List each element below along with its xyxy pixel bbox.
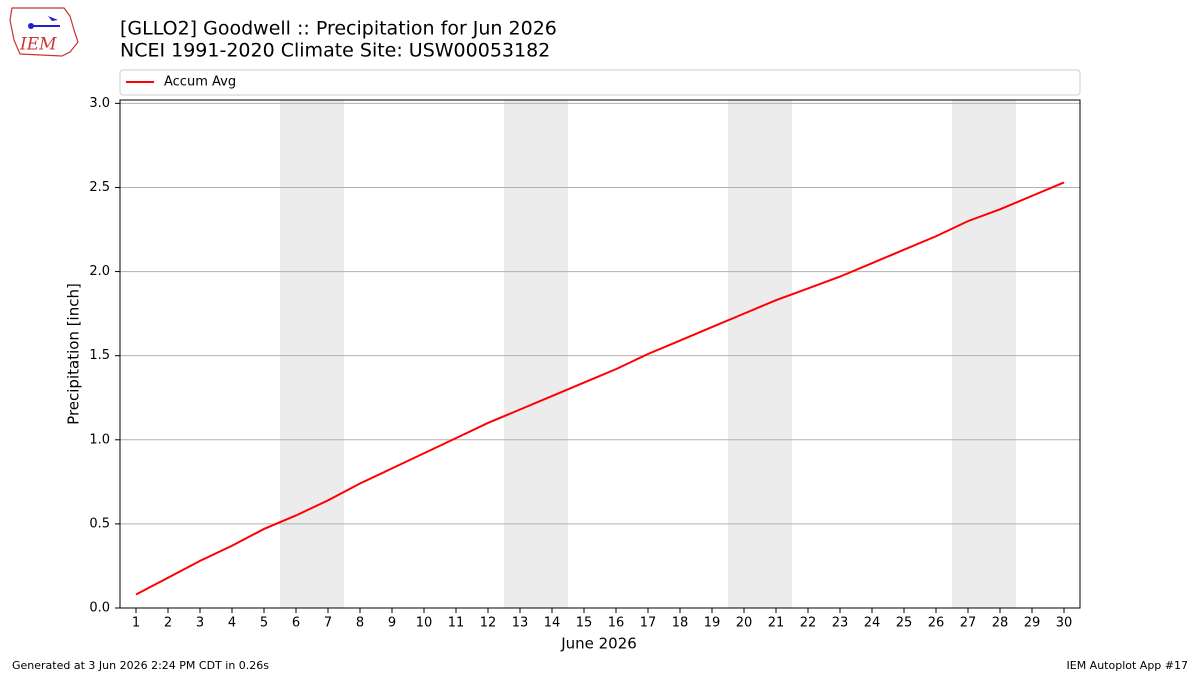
weekend-shade: [728, 100, 792, 608]
footer-right: IEM Autoplot App #17: [1067, 659, 1189, 672]
x-tick-label: 23: [832, 616, 849, 631]
x-tick-label: 26: [928, 616, 945, 631]
x-tick-label: 24: [864, 616, 881, 631]
plot-frame: [119, 99, 1081, 609]
x-tick-label: 12: [480, 616, 497, 631]
x-tick-label: 4: [228, 616, 236, 631]
x-tick-label: 9: [388, 616, 396, 631]
y-tick-label: 1.5: [89, 348, 110, 363]
weekend-shade: [504, 100, 568, 608]
x-tick-label: 5: [260, 616, 268, 631]
y-axis-label: Precipitation [inch]: [65, 283, 83, 425]
series-line: [135, 181, 1065, 596]
x-tick-label: 17: [640, 616, 657, 631]
x-tick-label: 8: [356, 616, 364, 631]
legend-label: Accum Avg: [164, 75, 236, 90]
x-tick-label: 20: [736, 616, 753, 631]
x-tick-label: 27: [960, 616, 977, 631]
x-tick-label: 25: [896, 616, 913, 631]
y-tick-label: 1.0: [89, 432, 110, 447]
x-tick-label: 14: [544, 616, 561, 631]
plot-background: [120, 100, 1080, 608]
x-tick-label: 21: [768, 616, 785, 631]
x-tick-label: 3: [196, 616, 204, 631]
weekend-shade: [952, 100, 1016, 608]
logo: IEM: [9, 7, 79, 57]
logo-outline: [9, 7, 79, 57]
x-tick-label: 28: [992, 616, 1009, 631]
x-tick-label: 19: [704, 616, 721, 631]
x-tick-label: 6: [292, 616, 300, 631]
x-tick-label: 10: [416, 616, 433, 631]
x-tick-label: 13: [512, 616, 529, 631]
x-tick-label: 18: [672, 616, 689, 631]
x-axis-label: June 2026: [560, 635, 637, 653]
x-tick-label: 1: [132, 616, 140, 631]
x-tick-label: 7: [324, 616, 332, 631]
x-tick-label: 11: [448, 616, 465, 631]
y-tick-label: 3.0: [89, 96, 110, 111]
y-tick-label: 2.0: [89, 264, 110, 279]
x-tick-label: 30: [1056, 616, 1073, 631]
y-tick-label: 2.5: [89, 180, 110, 195]
x-tick-label: 16: [608, 616, 625, 631]
y-tick-label: 0.0: [89, 601, 110, 616]
x-tick-label: 29: [1024, 616, 1041, 631]
footer-left: Generated at 3 Jun 2026 2:24 PM CDT in 0…: [12, 659, 269, 672]
legend-box: [119, 69, 1081, 96]
logo-text: IEM: [19, 35, 57, 55]
weekend-shade: [280, 100, 344, 608]
x-tick-label: 22: [800, 616, 817, 631]
x-tick-label: 2: [164, 616, 172, 631]
x-tick-label: 15: [576, 616, 593, 631]
y-tick-label: 0.5: [89, 516, 110, 531]
logo-dot: [28, 23, 34, 29]
logo-flag: [48, 16, 58, 21]
chart-subtitle: NCEI 1991-2020 Climate Site: USW00053182: [120, 40, 550, 62]
chart-title: [GLLO2] Goodwell :: Precipitation for Ju…: [120, 18, 557, 40]
